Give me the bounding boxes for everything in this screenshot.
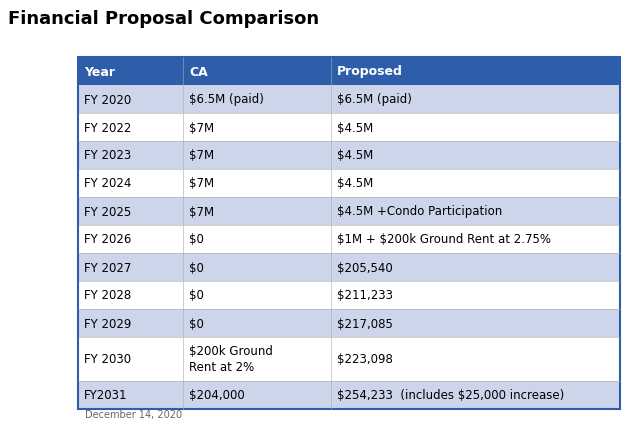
- Text: \$7M: \$7M: [189, 149, 214, 162]
- Text: Year: Year: [84, 65, 115, 78]
- Text: Proposed: Proposed: [337, 65, 403, 78]
- Text: \$4.5M: \$4.5M: [337, 121, 373, 134]
- Text: FY 2020: FY 2020: [84, 93, 131, 106]
- Text: \$4.5M: \$4.5M: [337, 149, 373, 162]
- Text: \$1M + \$200k Ground Rent at 2.75%: \$1M + \$200k Ground Rent at 2.75%: [337, 233, 551, 246]
- Text: \$254,233  (includes \$25,000 increase): \$254,233 (includes \$25,000 increase): [337, 389, 564, 402]
- Text: FY 2027: FY 2027: [84, 261, 131, 274]
- Text: \$0: \$0: [189, 289, 204, 302]
- Text: FY 2028: FY 2028: [84, 289, 131, 302]
- Text: FY 2023: FY 2023: [84, 149, 131, 162]
- Text: \$200k Ground
Rent at 2%: \$200k Ground Rent at 2%: [189, 345, 273, 374]
- Text: CA: CA: [189, 65, 208, 78]
- Text: \$204,000: \$204,000: [189, 389, 245, 402]
- Text: \$6.5M (paid): \$6.5M (paid): [337, 93, 412, 106]
- Text: FY 2022: FY 2022: [84, 121, 131, 134]
- Text: \$4.5M: \$4.5M: [337, 177, 373, 190]
- Text: \$223,098: \$223,098: [337, 353, 393, 366]
- Text: \$217,085: \$217,085: [337, 317, 393, 330]
- Text: \$0: \$0: [189, 233, 204, 246]
- Text: \$0: \$0: [189, 317, 204, 330]
- Text: \$0: \$0: [189, 261, 204, 274]
- Text: FY 2030: FY 2030: [84, 353, 131, 366]
- Text: FY2031: FY2031: [84, 389, 128, 402]
- Text: \$7M: \$7M: [189, 205, 214, 218]
- Text: FY 2024: FY 2024: [84, 177, 131, 190]
- Text: \$6.5M (paid): \$6.5M (paid): [189, 93, 264, 106]
- Text: FY 2025: FY 2025: [84, 205, 131, 218]
- Text: FY 2029: FY 2029: [84, 317, 131, 330]
- Text: \$7M: \$7M: [189, 177, 214, 190]
- Text: FY 2026: FY 2026: [84, 233, 131, 246]
- Text: \$211,233: \$211,233: [337, 289, 393, 302]
- Text: \$205,540: \$205,540: [337, 261, 393, 274]
- Text: \$4.5M +Condo Participation: \$4.5M +Condo Participation: [337, 205, 503, 218]
- Text: Financial Proposal Comparison: Financial Proposal Comparison: [8, 10, 319, 28]
- Text: December 14, 2020: December 14, 2020: [85, 409, 182, 419]
- Text: \$7M: \$7M: [189, 121, 214, 134]
